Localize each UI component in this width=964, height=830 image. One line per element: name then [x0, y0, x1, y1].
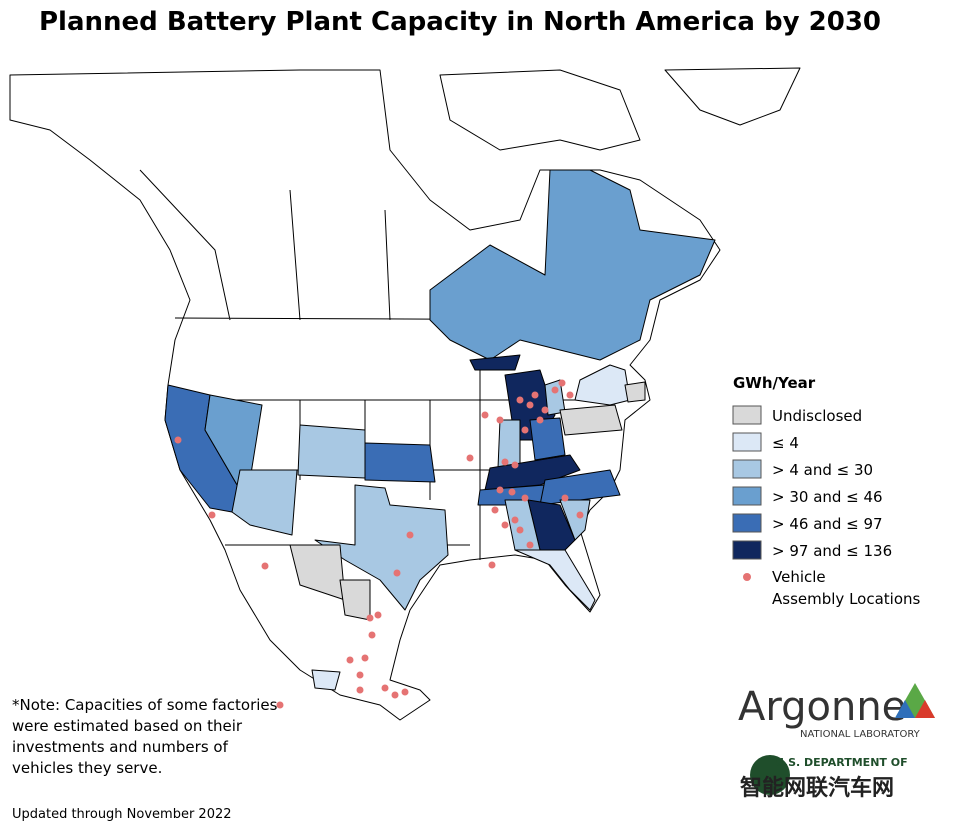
vehicle-dot	[466, 454, 474, 462]
logo-name: Argonne	[738, 684, 906, 730]
region	[364, 442, 436, 483]
region	[559, 499, 591, 541]
vehicle-dot	[381, 684, 389, 692]
vehicle-dot	[526, 541, 534, 549]
vehicle-dot	[526, 401, 534, 409]
vehicle-dot	[481, 411, 489, 419]
vehicle-dot	[393, 569, 401, 577]
vehicle-dot	[516, 526, 524, 534]
basemap	[9, 67, 801, 721]
vehicle-dot	[488, 561, 496, 569]
vehicle-dot	[346, 656, 354, 664]
legend-label: Assembly Locations	[772, 590, 921, 608]
note-line: investments and numbers of	[12, 738, 229, 756]
legend-title: GWh/Year	[733, 374, 816, 392]
region	[314, 484, 449, 611]
vehicle-dot	[356, 686, 364, 694]
legend-swatch	[732, 486, 762, 506]
vehicle-dot	[208, 511, 216, 519]
vehicle-dot	[511, 516, 519, 524]
legend-swatch	[732, 540, 762, 560]
vehicle-dot	[174, 436, 182, 444]
vehicle-dot	[501, 458, 509, 466]
region	[514, 549, 596, 611]
legend-label: > 4 and ≤ 30	[772, 461, 873, 479]
doe-seal	[750, 755, 790, 795]
legend-swatch	[732, 513, 762, 533]
vehicle-dot	[276, 701, 284, 709]
legend-label: > 97 and ≤ 136	[772, 542, 892, 560]
region	[469, 354, 521, 371]
region	[297, 424, 366, 479]
vehicle-dot	[496, 416, 504, 424]
region	[529, 417, 566, 461]
region	[624, 381, 646, 403]
note-line: *Note: Capacities of some factories	[12, 696, 278, 714]
title: Planned Battery Plant Capacity in North …	[39, 7, 881, 37]
region	[339, 579, 371, 621]
note: *Note: Capacities of some factories were …	[12, 696, 278, 777]
region	[231, 469, 298, 536]
legend-label: ≤ 4	[772, 434, 799, 452]
greenland	[664, 67, 801, 126]
region	[429, 169, 716, 361]
legend-swatch	[732, 459, 762, 479]
vehicle-dot	[491, 506, 499, 514]
vehicle-dot	[566, 391, 574, 399]
vehicle-dot	[521, 494, 529, 502]
vehicle-locations	[174, 379, 584, 709]
vehicle-dot	[501, 521, 509, 529]
updated: Updated through November 2022	[12, 807, 232, 822]
vehicle-dot	[401, 688, 409, 696]
vehicle-dot	[508, 488, 516, 496]
vehicle-dot	[374, 611, 382, 619]
note-line: were estimated based on their	[12, 717, 243, 735]
vehicle-dot	[558, 379, 566, 387]
legend-swatch	[732, 432, 762, 452]
arctic-island	[439, 69, 641, 151]
vehicle-dot	[356, 671, 364, 679]
vehicle-dot	[361, 654, 369, 662]
legend: GWh/Year Undisclosed ≤ 4 > 4 and ≤ 30 > 30 …	[732, 374, 921, 608]
region	[559, 404, 623, 436]
legend-label: Undisclosed	[772, 407, 862, 425]
legend-label: > 46 and ≤ 97	[772, 515, 883, 533]
vehicle-dot	[561, 494, 569, 502]
legend-dot	[743, 573, 751, 581]
argonne-logo: Argonne NATIONAL LABORATORY U.S. DEPARTM…	[738, 683, 935, 801]
vehicle-dot	[551, 386, 559, 394]
vehicle-dot	[516, 396, 524, 404]
note-line: vehicles they serve.	[12, 759, 162, 777]
vehicle-dot	[391, 691, 399, 699]
vehicle-dot	[496, 486, 504, 494]
legend-swatch	[732, 405, 762, 425]
legend-label: Vehicle	[772, 568, 826, 586]
logo-triangle-red	[915, 700, 935, 718]
logo-triangle-blue	[895, 700, 915, 718]
vehicle-dot	[521, 426, 529, 434]
watermark: 智能网联汽车网	[740, 775, 894, 801]
vehicle-dot	[531, 391, 539, 399]
vehicle-dot	[536, 416, 544, 424]
vehicle-dot	[541, 406, 549, 414]
region	[311, 669, 341, 691]
vehicle-dot	[406, 531, 414, 539]
region	[539, 469, 621, 506]
vehicle-dot	[511, 461, 519, 469]
vehicle-dot	[576, 511, 584, 519]
doe-text: U.S. DEPARTMENT OF	[775, 756, 908, 769]
vehicle-dot	[261, 562, 269, 570]
vehicle-dot	[368, 631, 376, 639]
logo-subtitle: NATIONAL LABORATORY	[800, 729, 921, 740]
vehicle-dot	[366, 614, 374, 622]
regions	[164, 169, 716, 691]
legend-label: > 30 and ≤ 46	[772, 488, 883, 506]
